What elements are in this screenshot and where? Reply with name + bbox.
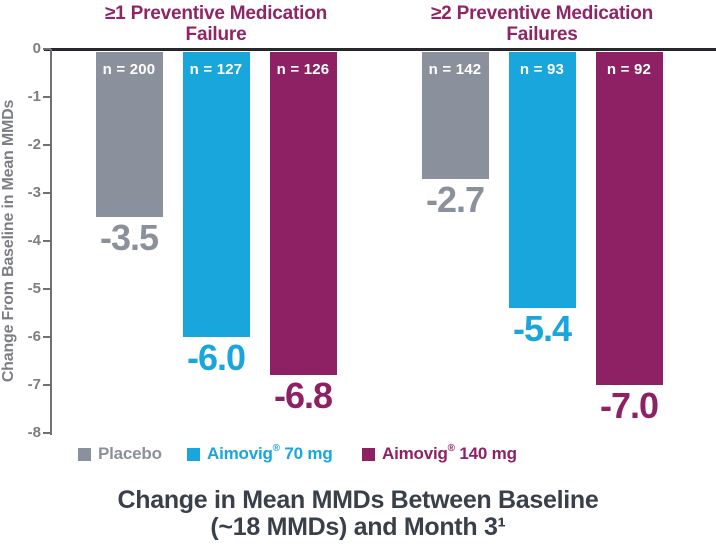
y-tick bbox=[43, 384, 51, 386]
legend-swatch bbox=[362, 447, 375, 461]
y-tick bbox=[43, 144, 51, 146]
bar-n-label: n = 92 bbox=[606, 61, 652, 78]
bar-value-label: -6.0 bbox=[186, 337, 246, 378]
chart-title-line-2: (~18 MMDs) and Month 3¹ bbox=[210, 513, 506, 541]
y-tick bbox=[43, 48, 51, 50]
bar: n = 200 bbox=[95, 52, 163, 217]
y-tick bbox=[43, 288, 51, 290]
bar-value-label: -3.5 bbox=[99, 217, 159, 258]
legend-label-brand: Aimovig bbox=[382, 444, 448, 463]
y-tick bbox=[43, 240, 51, 242]
bar: n = 92 bbox=[595, 52, 663, 385]
bar-n-label: n = 93 bbox=[519, 61, 565, 78]
legend-label-dose: 70 mg bbox=[279, 444, 333, 463]
registered-mark: ® bbox=[272, 443, 280, 455]
bar: n = 126 bbox=[269, 52, 337, 376]
legend-swatch bbox=[187, 447, 200, 461]
bar-value-label: -6.8 bbox=[273, 375, 333, 417]
legend-swatch bbox=[78, 447, 91, 461]
legend-label: Aimovig® 70 mg bbox=[207, 443, 333, 464]
legend-item: Aimovig® 140 mg bbox=[362, 443, 517, 464]
legend-label-brand: Aimovig bbox=[207, 444, 273, 463]
chart-title-line-1: Change in Mean MMDs Between Baseline bbox=[117, 486, 599, 514]
y-tick-label: 0 bbox=[32, 40, 41, 57]
y-tick-label: -6 bbox=[27, 328, 41, 345]
bar-n-label: n = 142 bbox=[428, 61, 482, 78]
bar-value-label: -7.0 bbox=[599, 385, 659, 426]
chart-title: Change in Mean MMDs Between Baseline (~1… bbox=[0, 487, 716, 541]
legend-label-dose: 140 mg bbox=[454, 444, 517, 463]
bar: n = 142 bbox=[421, 52, 489, 179]
legend-label: Placebo bbox=[98, 444, 162, 464]
legend-label: Aimovig® 140 mg bbox=[382, 443, 517, 464]
y-tick bbox=[43, 336, 51, 338]
bar: n = 93 bbox=[508, 52, 576, 309]
y-tick-label: -1 bbox=[27, 88, 41, 105]
zero-baseline-line bbox=[44, 48, 716, 51]
bar-value-label: -2.7 bbox=[425, 178, 485, 220]
bar-n-label: n = 126 bbox=[276, 61, 330, 78]
legend-item: Placebo bbox=[78, 444, 162, 464]
bar-n-label: n = 200 bbox=[102, 61, 156, 78]
bar-value-label: -5.4 bbox=[512, 308, 572, 350]
bar: n = 127 bbox=[182, 52, 250, 337]
y-tick-label: -5 bbox=[27, 280, 41, 297]
y-tick bbox=[43, 96, 51, 98]
group-header-ge2-failures: ≥2 Preventive Medication Failures bbox=[430, 3, 654, 45]
y-axis-line bbox=[50, 49, 52, 435]
y-tick-label: -7 bbox=[27, 376, 41, 393]
y-tick-label: -4 bbox=[27, 232, 41, 249]
bar-n-label: n = 127 bbox=[189, 61, 243, 78]
registered-mark: ® bbox=[447, 443, 455, 455]
y-tick bbox=[43, 192, 51, 194]
legend-item: Aimovig® 70 mg bbox=[187, 443, 333, 464]
group-header-ge1-failure: ≥1 Preventive Medication Failure bbox=[104, 3, 328, 45]
y-tick bbox=[43, 432, 51, 434]
y-tick-label: -8 bbox=[27, 424, 41, 441]
y-tick-label: -2 bbox=[27, 136, 41, 153]
legend-label-brand: Placebo bbox=[98, 444, 162, 463]
y-tick-label: -3 bbox=[27, 184, 41, 201]
